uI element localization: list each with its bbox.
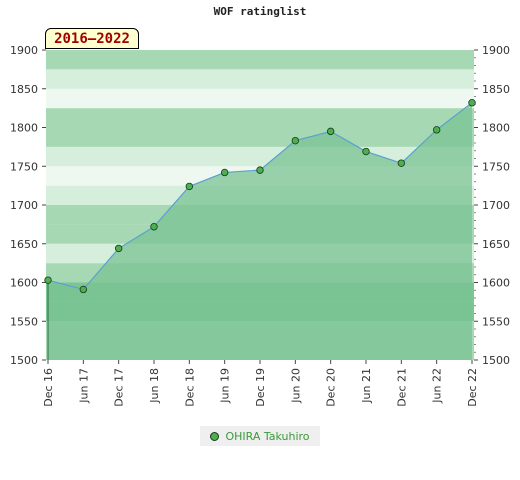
data-point <box>79 285 88 294</box>
x-tick-label: Dec 17 <box>113 368 126 407</box>
x-tick-label: Dec 20 <box>325 368 338 407</box>
y-tick-label-left: 1700 <box>10 199 38 212</box>
y-tick-label-right: 1850 <box>482 83 510 96</box>
legend-marker <box>210 431 220 441</box>
data-point <box>220 168 229 177</box>
y-tick-label-left: 1600 <box>10 277 38 290</box>
data-point <box>44 276 52 284</box>
x-tick-label: Jun 18 <box>148 368 161 404</box>
chart-title: WOF ratinglist <box>213 5 307 18</box>
data-point <box>185 182 194 191</box>
data-point <box>362 147 370 156</box>
y-tick-label-right: 1750 <box>482 160 510 173</box>
y-tick-label-left: 1500 <box>10 354 38 367</box>
y-tick-label-left: 1650 <box>10 238 38 251</box>
y-tick-label-right: 1900 <box>482 44 510 57</box>
y-tick-label-left: 1750 <box>10 160 38 173</box>
x-tick-label: Jun 19 <box>219 368 232 404</box>
y-tick-label-right: 1500 <box>482 354 510 367</box>
y-tick-label-left: 1900 <box>10 44 38 57</box>
y-tick-label-right: 1700 <box>482 199 510 212</box>
data-point <box>468 98 476 107</box>
data-point <box>397 159 406 167</box>
background-band <box>46 127 474 147</box>
data-point <box>326 127 335 136</box>
x-tick-label: Jun 20 <box>289 368 302 404</box>
x-tick-label: Dec 16 <box>42 368 55 407</box>
background-band <box>46 108 474 128</box>
area-fill <box>48 102 472 360</box>
data-point <box>150 222 158 231</box>
data-point <box>114 244 123 253</box>
y-tick-label-left: 1800 <box>10 122 38 135</box>
y-tick-label-right: 1600 <box>482 277 510 290</box>
background-band <box>46 50 474 70</box>
y-tick-label-right: 1550 <box>482 315 510 328</box>
x-tick-label: Jun 22 <box>431 368 444 404</box>
data-point <box>291 136 300 145</box>
background-band <box>46 88 474 109</box>
y-tick-label-right: 1650 <box>482 238 510 251</box>
y-tick-label-right: 1800 <box>482 122 510 135</box>
x-tick-label: Dec 22 <box>466 368 479 407</box>
x-tick-label: Dec 21 <box>395 368 408 407</box>
y-tick-label-left: 1550 <box>10 315 38 328</box>
data-point <box>432 126 441 134</box>
legend: OHIRA Takuhiro <box>200 426 320 446</box>
period-badge: 2016–2022 <box>45 28 139 49</box>
x-tick-label: Jun 21 <box>360 368 373 404</box>
x-tick-label: Dec 18 <box>183 368 196 407</box>
data-point <box>256 166 264 174</box>
background-band <box>46 69 474 89</box>
x-tick-label: Dec 19 <box>254 368 267 407</box>
y-tick-label-left: 1850 <box>10 83 38 96</box>
legend-label: OHIRA Takuhiro <box>225 429 310 443</box>
x-tick-label: Jun 17 <box>77 368 90 404</box>
